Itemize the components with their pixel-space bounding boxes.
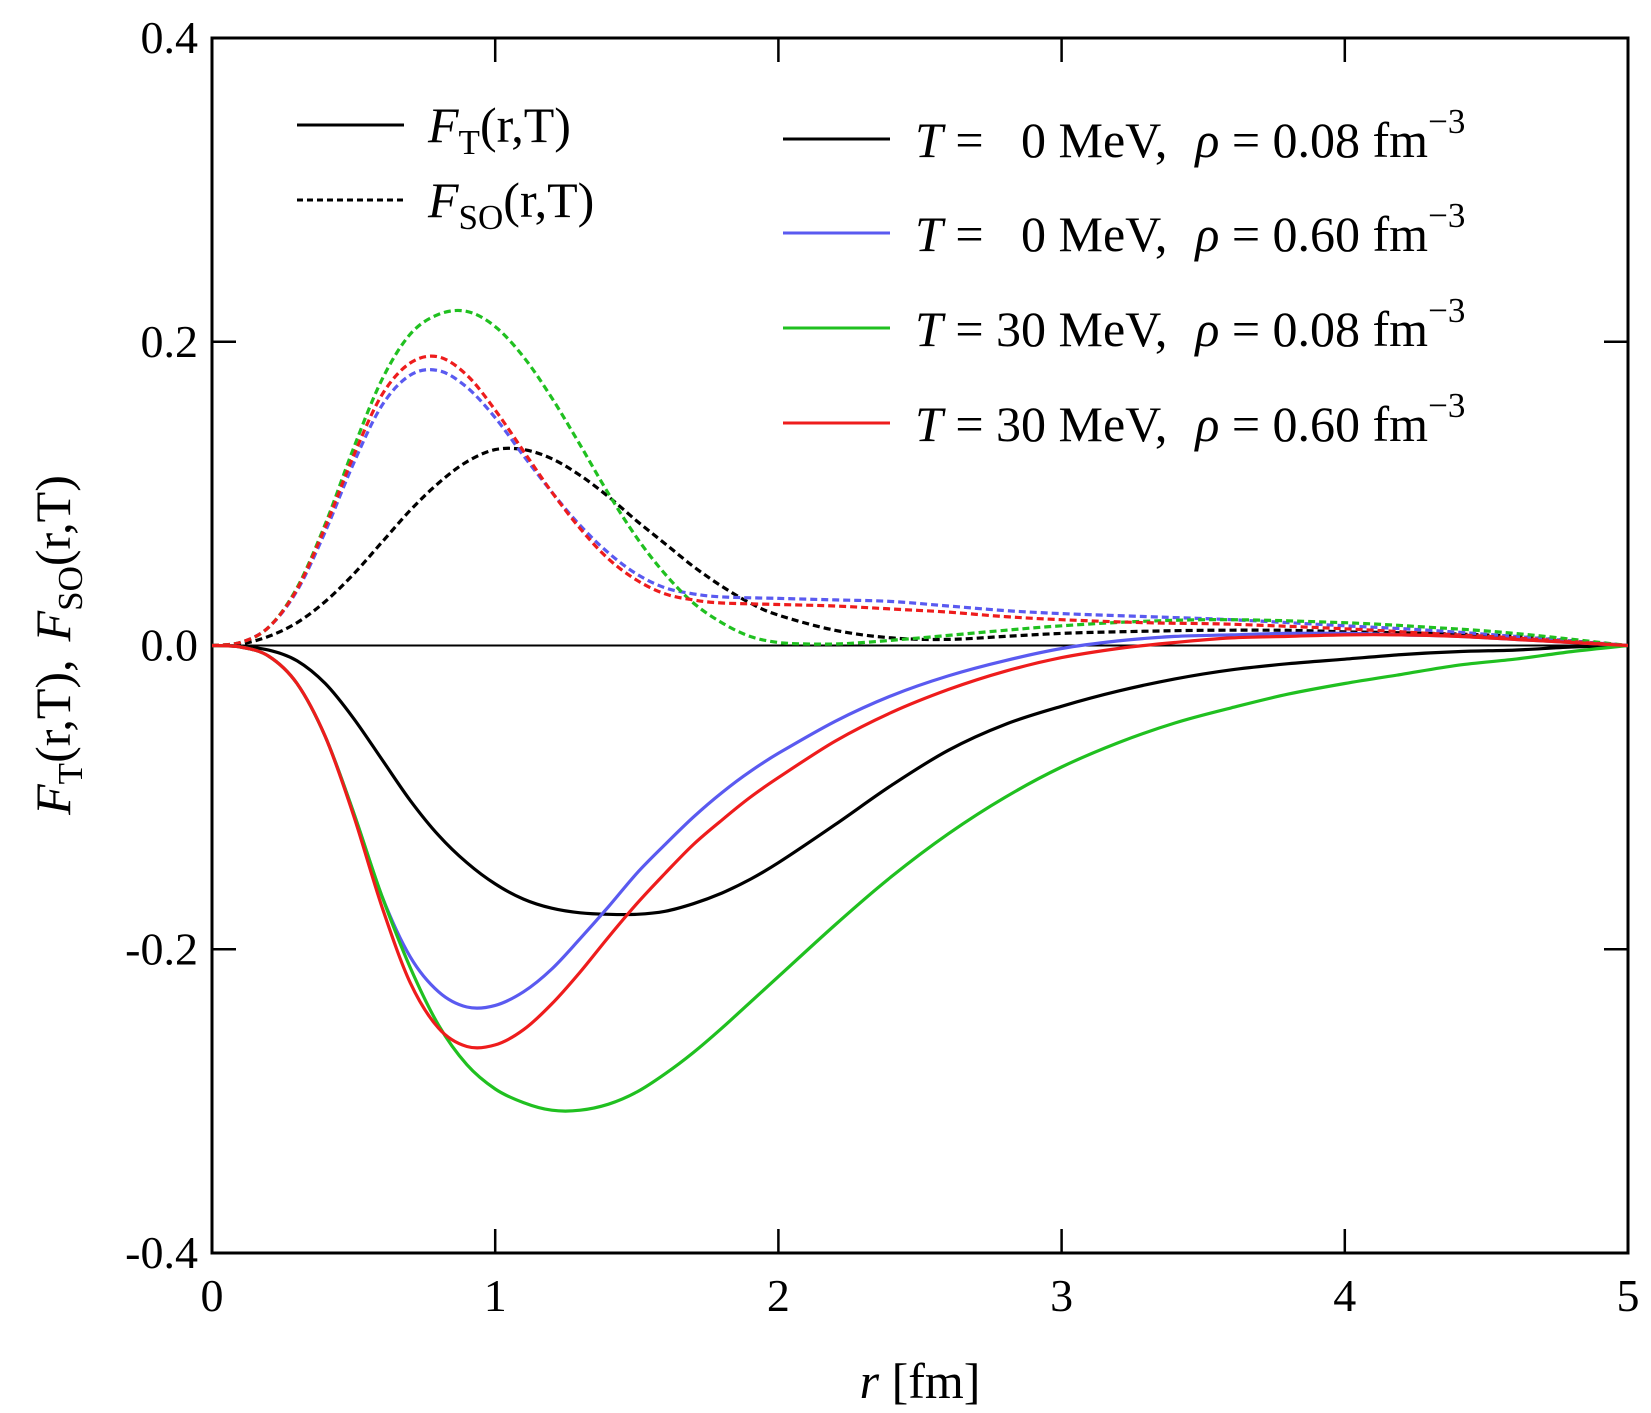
curve-fso-t0-r060 [212, 368, 1628, 648]
legend-label-t0-r060: T = 0 MeV, ρ = 0.60 fm−3 [915, 196, 1465, 262]
y-tick-label: 0.4 [141, 12, 199, 63]
series-legend-item: T = 0 MeV, ρ = 0.60 fm−3 [783, 196, 1465, 262]
x-tick-label: 3 [1050, 1270, 1073, 1321]
y-tick-label: -0.4 [125, 1227, 198, 1278]
curve-fso-t30-r060 [212, 354, 1628, 648]
x-tick-label: 0 [201, 1270, 224, 1321]
series-legend-item: T = 30 MeV, ρ = 0.08 fm−3 [783, 291, 1465, 357]
x-tick-label: 2 [767, 1270, 790, 1321]
x-tick-label: 1 [484, 1270, 507, 1321]
data-curves [212, 308, 1628, 1113]
x-tick-label: 4 [1333, 1270, 1356, 1321]
curve-ft-t30-r060 [212, 633, 1628, 1050]
curve-ft-t0-r008 [212, 643, 1628, 917]
series-legend-item: T = 30 MeV, ρ = 0.60 fm−3 [783, 386, 1465, 452]
x-tick-labels: 0 1 2 3 4 5 [201, 1270, 1640, 1321]
style-legend-ft-label: FT(r,T) [427, 97, 571, 162]
curve-fso-t0-r008 [212, 446, 1628, 648]
y-tick-label: -0.2 [125, 923, 198, 974]
style-legend-item-ft: FT(r,T) [297, 97, 571, 162]
curve-fso-t30-r008 [212, 308, 1628, 648]
style-legend: FT(r,T) FSO(r,T) [297, 97, 594, 237]
series-legend-item: T = 0 MeV, ρ = 0.08 fm−3 [783, 102, 1465, 168]
legend-label-t0-r008: T = 0 MeV, ρ = 0.08 fm−3 [915, 102, 1465, 168]
x-axis-label: r [fm] [860, 1353, 981, 1409]
series-legend: T = 0 MeV, ρ = 0.08 fm−3 T = 0 MeV, ρ = 0.… [783, 102, 1465, 452]
style-legend-item-fso: FSO(r,T) [297, 172, 594, 237]
y-tick-label: 0.2 [141, 316, 199, 367]
y-axis-label: FT(r,T),FSO(r,T) [25, 475, 90, 816]
x-tick-label: 5 [1617, 1270, 1640, 1321]
legend-label-t30-r060: T = 30 MeV, ρ = 0.60 fm−3 [915, 386, 1465, 452]
y-tick-label: 0.0 [141, 620, 199, 671]
legend-label-t30-r008: T = 30 MeV, ρ = 0.08 fm−3 [915, 291, 1465, 357]
curve-ft-t30-r008 [212, 643, 1628, 1113]
y-tick-labels: -0.4 -0.2 0.0 0.2 0.4 [125, 12, 198, 1278]
style-legend-fso-label: FSO(r,T) [427, 172, 594, 237]
